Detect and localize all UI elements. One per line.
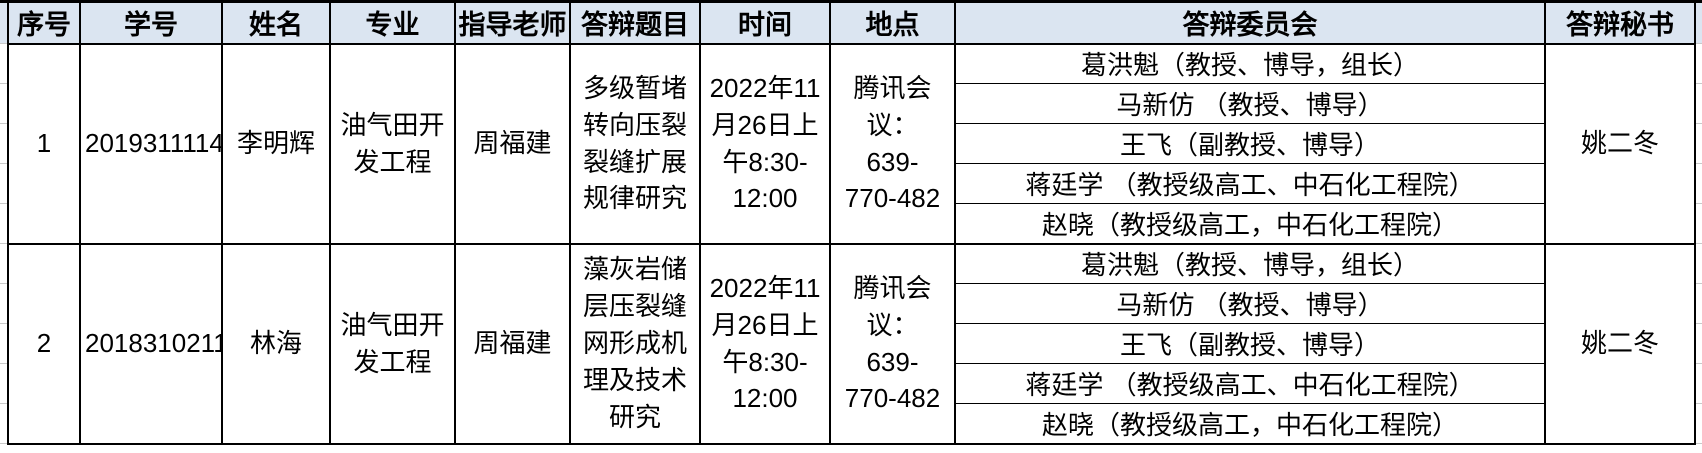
cell-location[interactable]: 腾讯会议：639-770-482 [829,42,956,245]
committee-subrow: 王飞（副教授、博导） [0,123,1702,164]
left-margin-cell [0,243,8,284]
header-secretary[interactable]: 答辩秘书 [1544,0,1696,45]
cell-name[interactable]: 李明辉 [221,42,331,245]
committee-member-cell[interactable]: 赵晓（教授级高工，中石化工程院） [954,403,1546,445]
cell-topic[interactable]: 多级暂堵转向压裂裂缝扩展规律研究 [569,42,701,245]
header-advisor[interactable]: 指导老师 [454,0,571,45]
bottom-whitespace [0,444,1702,453]
header-no[interactable]: 序号 [7,0,81,45]
header-topic[interactable]: 答辩题目 [569,0,701,45]
cell-no[interactable]: 1 [7,42,81,245]
cell-secretary[interactable]: 姚二冬 [1544,242,1696,445]
committee-subrow: 马新仿 （教授、博导） [0,83,1702,124]
right-margin-cell [1695,283,1702,324]
right-margin-cell [1695,43,1702,84]
right-margin-cell [1695,83,1702,124]
cell-advisor[interactable]: 周福建 [454,42,571,245]
committee-member-cell[interactable]: 赵晓（教授级高工，中石化工程院） [954,203,1546,245]
committee-member-cell[interactable]: 王飞（副教授、博导） [954,123,1546,164]
committee-member-cell[interactable]: 马新仿 （教授、博导） [954,283,1546,324]
right-margin-cell [1695,243,1702,284]
left-margin-cell [0,363,8,404]
committee-subrow: 王飞（副教授、博导） [0,323,1702,364]
committee-member-cell[interactable]: 马新仿 （教授、博导） [954,83,1546,124]
committee-subrow: 蒋廷学 （教授级高工、中石化工程院） [0,163,1702,204]
cell-topic[interactable]: 藻灰岩储层压裂缝网形成机理及技术研究 [569,242,701,445]
cell-location[interactable]: 腾讯会议：639-770-482 [829,242,956,445]
cell-no[interactable]: 2 [7,242,81,445]
committee-member-cell[interactable]: 葛洪魁（教授、博导，组长） [954,43,1546,84]
header-major[interactable]: 专业 [329,0,456,45]
table-row: 2 2018310211 林海 油气田开发工程 周福建 藻灰岩储层压裂缝网形成机… [0,242,1702,445]
cell-time[interactable]: 2022年11月26日上午8:30-12:00 [699,242,831,445]
left-margin-cell [0,0,8,44]
left-margin-cell [0,283,8,324]
table-row: 1 2019311114 李明辉 油气田开发工程 周福建 多级暂堵转向压裂裂缝扩… [0,42,1702,245]
left-margin-cell [0,323,8,364]
cell-advisor[interactable]: 周福建 [454,242,571,445]
right-margin-cell [1695,403,1702,444]
cell-time[interactable]: 2022年11月26日上午8:30-12:00 [699,42,831,245]
left-margin-cell [0,43,8,84]
right-margin-cell [1695,0,1702,44]
left-margin-cell [0,163,8,204]
cell-secretary[interactable]: 姚二冬 [1544,42,1696,245]
committee-subrow: 马新仿 （教授、博导） [0,283,1702,324]
header-row: 序号 学号 姓名 专业 指导老师 答辩题目 时间 地点 答辩委员会 答辩秘书 [0,0,1702,45]
left-margin-cell [0,83,8,124]
header-time[interactable]: 时间 [699,0,831,45]
committee-subrow: 蒋廷学 （教授级高工、中石化工程院） [0,363,1702,404]
cell-major[interactable]: 油气田开发工程 [329,42,456,245]
committee-subrow: 赵晓（教授级高工，中石化工程院） [0,403,1702,445]
committee-member-cell[interactable]: 王飞（副教授、博导） [954,323,1546,364]
left-margin-cell [0,203,8,244]
header-committee[interactable]: 答辩委员会 [954,0,1546,45]
header-student-id[interactable]: 学号 [79,0,223,45]
committee-member-cell[interactable]: 蒋廷学 （教授级高工、中石化工程院） [954,363,1546,404]
committee-member-cell[interactable]: 葛洪魁（教授、博导，组长） [954,243,1546,284]
cell-student-id[interactable]: 2018310211 [79,242,223,445]
right-margin-cell [1695,123,1702,164]
right-margin-cell [1695,323,1702,364]
cell-student-id[interactable]: 2019311114 [79,42,223,245]
committee-member-cell[interactable]: 蒋廷学 （教授级高工、中石化工程院） [954,163,1546,204]
right-margin-cell [1695,163,1702,204]
header-name[interactable]: 姓名 [221,0,331,45]
right-margin-cell [1695,203,1702,244]
cell-name[interactable]: 林海 [221,242,331,445]
committee-subrow: 赵晓（教授级高工，中石化工程院） [0,203,1702,245]
header-location[interactable]: 地点 [829,0,956,45]
left-margin-cell [0,403,8,444]
right-margin-cell [1695,363,1702,404]
cell-major[interactable]: 油气田开发工程 [329,242,456,445]
left-margin-cell [0,123,8,164]
